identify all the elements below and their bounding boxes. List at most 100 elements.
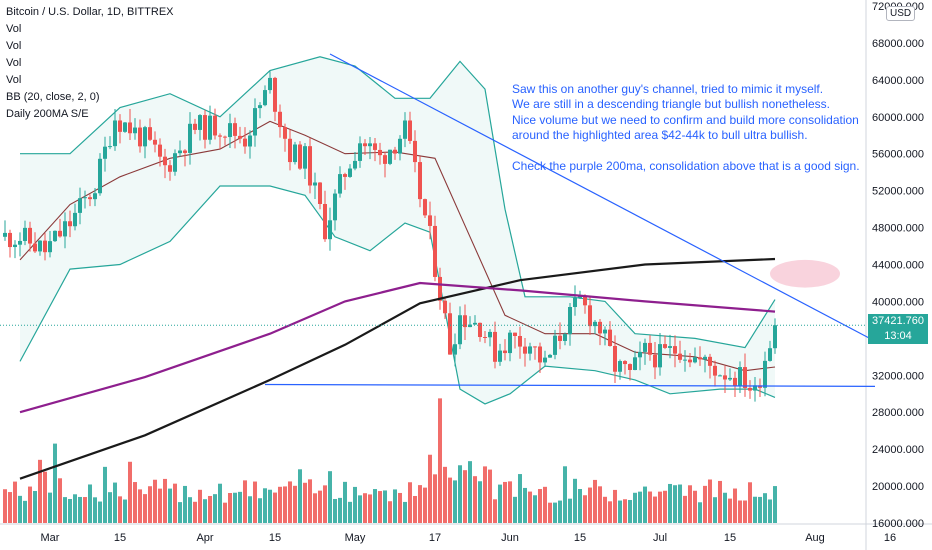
volume-bar xyxy=(698,502,702,523)
last-price-tag: 37421.760 13:04 xyxy=(868,314,928,344)
x-tick-label: 15 xyxy=(269,532,281,544)
candle-body xyxy=(543,357,547,363)
candle-body xyxy=(603,329,607,334)
volume-bar xyxy=(48,492,52,523)
candle-body xyxy=(108,146,112,148)
volume-bar xyxy=(33,490,37,523)
volume-bar xyxy=(528,491,532,523)
volume-bar xyxy=(443,466,447,523)
volume-bar xyxy=(518,474,522,523)
volume-bar xyxy=(173,483,177,523)
bb-upper-line xyxy=(20,56,776,349)
volume-bar xyxy=(88,484,92,523)
volume-bar xyxy=(113,482,117,523)
x-tick-label: 17 xyxy=(429,532,441,544)
candle-body xyxy=(388,149,392,164)
volume-bar xyxy=(68,499,72,523)
candle-body xyxy=(768,348,772,361)
candle-body xyxy=(448,313,452,355)
volume-bar xyxy=(763,493,767,523)
y-tick-label: 44000.000 xyxy=(872,260,924,272)
candle-body xyxy=(258,105,262,109)
volume-bar xyxy=(408,482,412,523)
volume-bar xyxy=(163,478,167,523)
y-tick-label: 24000.000 xyxy=(872,444,924,456)
volume-bar xyxy=(468,461,472,523)
y-tick-label: 20000.000 xyxy=(872,481,924,493)
legend-symbol[interactable]: Bitcoin / U.S. Dollar, 1D, BITTREX xyxy=(6,6,174,18)
legend-vol-4[interactable]: Vol xyxy=(6,74,22,86)
candle-body xyxy=(98,158,102,194)
volume-bar xyxy=(393,489,397,523)
volume-bar xyxy=(713,497,717,523)
candle-body xyxy=(238,135,242,139)
candle-body xyxy=(298,144,302,169)
candle-body xyxy=(13,244,17,248)
volume-bar xyxy=(143,494,147,523)
candle-body xyxy=(33,243,37,252)
volume-bar xyxy=(578,489,582,523)
candle-body xyxy=(638,351,642,358)
volume-bar xyxy=(138,489,142,523)
candle-body xyxy=(698,357,702,360)
candle-body xyxy=(348,168,352,177)
candle-body xyxy=(703,356,707,360)
volume-bar xyxy=(733,488,737,523)
legend-vol-2[interactable]: Vol xyxy=(6,40,22,52)
volume-bar xyxy=(373,489,377,523)
candle-body xyxy=(368,143,372,147)
candle-body xyxy=(103,146,107,159)
candle-body xyxy=(673,346,677,354)
candle-body xyxy=(183,150,187,153)
legend-bb[interactable]: BB (20, close, 2, 0) xyxy=(6,91,100,103)
volume-bar xyxy=(253,481,257,523)
candle-body xyxy=(178,150,182,154)
candle-body xyxy=(203,115,207,140)
candle-body xyxy=(283,127,287,139)
ma200-purple-line xyxy=(19,281,776,414)
candle-body xyxy=(738,367,742,386)
volume-bar xyxy=(123,499,127,523)
candle-body xyxy=(83,197,87,199)
candle-body xyxy=(423,199,427,216)
ma200-black-line xyxy=(19,257,776,480)
candle-body xyxy=(228,123,232,138)
candle-body xyxy=(353,160,357,169)
time-axis: Mar 15 Apr 15 May 17 Jun 15 Jul 15 Aug 16 xyxy=(41,532,897,544)
volume-bar xyxy=(513,496,517,523)
volume-bar xyxy=(743,500,747,523)
candle-body xyxy=(38,240,42,252)
volume-bar xyxy=(338,497,342,523)
volume-bar xyxy=(683,495,687,523)
candle-body xyxy=(318,182,322,204)
volume-bar xyxy=(153,479,157,523)
volume-bar xyxy=(728,498,732,523)
legend-vol-3[interactable]: Vol xyxy=(6,57,22,69)
candle-body xyxy=(168,165,172,172)
candle-body xyxy=(598,321,602,334)
volume-bar xyxy=(413,495,417,523)
candle-body xyxy=(113,120,117,147)
volume-bar xyxy=(603,496,607,523)
candle-body xyxy=(418,162,422,200)
y-tick-label: 32000.000 xyxy=(872,370,924,382)
candle-body xyxy=(513,332,517,336)
annotation-note[interactable]: Saw this on another guy's channel, tried… xyxy=(512,82,860,174)
y-tick-label: 16000.000 xyxy=(872,518,924,530)
candle-body xyxy=(233,123,237,136)
legend-vol-1[interactable]: Vol xyxy=(6,23,22,35)
currency-label[interactable]: USD xyxy=(886,6,916,21)
legend-200ma[interactable]: Daily 200MA S/E xyxy=(6,108,89,120)
candle-body xyxy=(503,350,507,354)
candle-body xyxy=(243,138,247,147)
volume-bar xyxy=(168,488,172,523)
candle-body xyxy=(563,334,567,341)
candle-body xyxy=(553,335,557,355)
candle-body xyxy=(773,325,777,349)
volume-bar xyxy=(418,485,422,523)
candle-body xyxy=(438,276,442,301)
last-price-value: 37421.760 xyxy=(872,315,924,327)
x-tick-label: Jul xyxy=(653,532,667,544)
candle-body xyxy=(323,203,327,240)
